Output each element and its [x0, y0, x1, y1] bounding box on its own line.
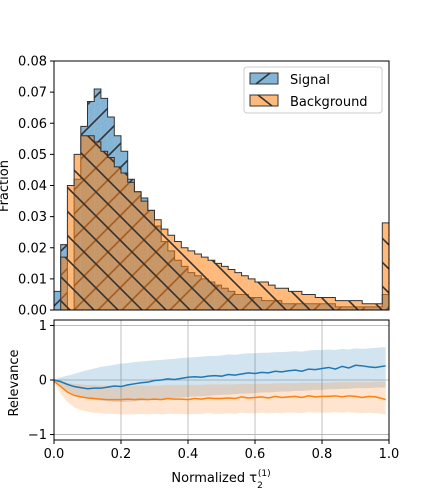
y-tick-label: 0.05	[18, 148, 47, 163]
x-tick-label: 1.0	[379, 447, 400, 462]
y-tick-label: 0.08	[18, 55, 47, 70]
legend-hatch-signal	[255, 72, 271, 85]
relevance-panel: −1 0 1 0.0 0.2 0.4 0.6 0.8 1.0 Relevance Normal…	[7, 319, 399, 491]
y-tick-label: 0.03	[18, 210, 47, 225]
x-tick-label: 0.2	[111, 447, 132, 462]
y-tick-label: 0.00	[18, 304, 47, 319]
relevance-series	[54, 347, 386, 415]
y-tick-label: −1	[28, 428, 47, 443]
hatch-outline-background	[54, 135, 389, 310]
line-background	[54, 380, 386, 401]
y-tick-label: 0.01	[18, 272, 47, 287]
y-tick-label: 0.04	[18, 179, 47, 194]
relevance-x-ticks: 0.0 0.2 0.4 0.6 0.8 1.0	[44, 440, 400, 462]
band-background	[54, 380, 386, 415]
legend-hatch-background	[257, 94, 273, 107]
series-background-bars	[54, 135, 389, 310]
y-tick-label: 0	[39, 374, 47, 389]
legend-entry-background: Background	[249, 94, 368, 110]
legend: Signal Background	[243, 66, 383, 114]
histogram-y-ticks: 0.00 0.01 0.02 0.03 0.04 0.05 0.06 0.07 0.08	[18, 55, 54, 319]
y-tick-label: 0.07	[18, 86, 47, 101]
relevance-y-label: Relevance	[7, 349, 22, 416]
y-tick-label: 0.02	[18, 241, 47, 256]
x-axis-label: Normalized τ2(1)	[171, 469, 270, 491]
x-tick-label: 0.0	[44, 447, 65, 462]
y-tick-label: 1	[39, 319, 47, 334]
y-tick-label: 0.06	[18, 117, 47, 132]
legend-label-background: Background	[290, 95, 368, 110]
histogram-bars	[54, 88, 389, 310]
histogram-panel: 0.00 0.01 0.02 0.03 0.04 0.05 0.06 0.07 0.08 Fra…	[0, 55, 390, 319]
x-tick-label: 0.4	[178, 447, 199, 462]
relevance-y-ticks: −1 0 1	[28, 319, 54, 443]
line-signal	[54, 364, 386, 390]
legend-entry-signal: Signal	[249, 72, 330, 88]
x-tick-label: 0.6	[245, 447, 266, 462]
histogram-y-label: Fraction	[0, 160, 12, 212]
band-signal	[54, 347, 386, 402]
legend-label-signal: Signal	[290, 73, 330, 88]
x-tick-label: 0.8	[312, 447, 333, 462]
